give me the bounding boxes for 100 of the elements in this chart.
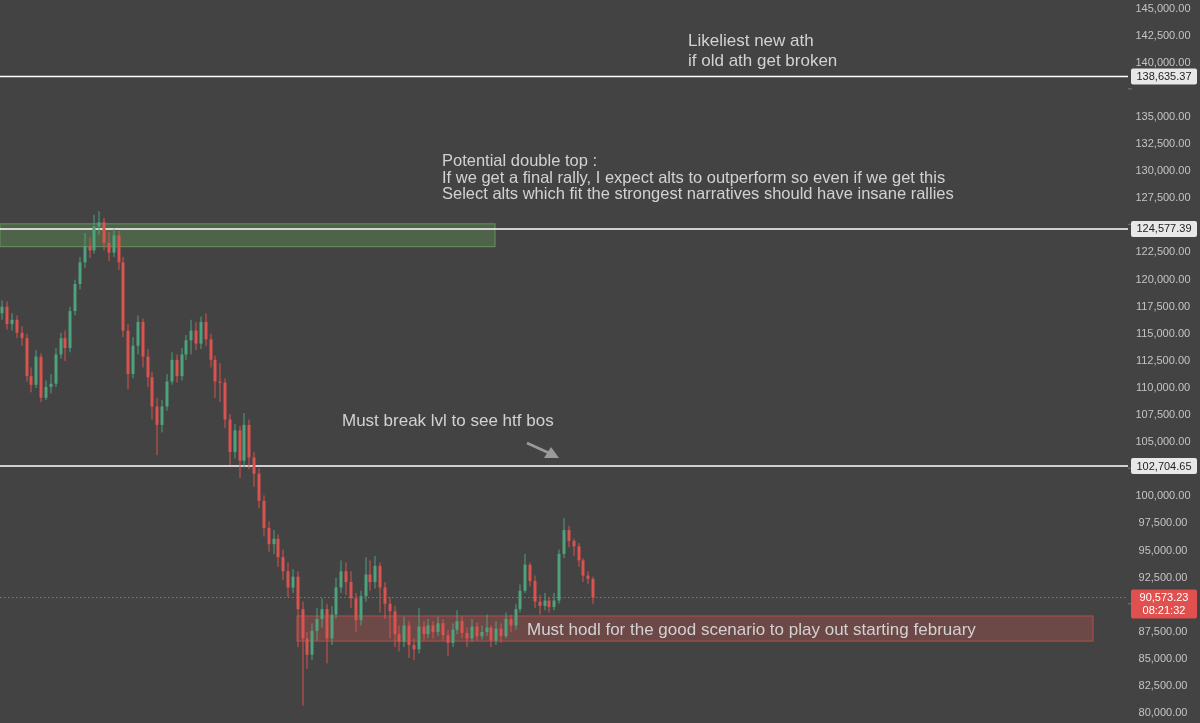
candlestick — [422, 620, 426, 642]
y-tick-label: 112,500.00 — [1135, 353, 1191, 366]
candlestick — [160, 399, 164, 433]
candlestick — [426, 618, 430, 639]
y-tick-label: 117,500.00 — [1135, 299, 1191, 312]
y-tick-label: 85,000.00 — [1138, 651, 1188, 664]
candlestick — [252, 451, 256, 488]
y-tick-label: 105,000.00 — [1135, 435, 1191, 448]
y-tick-label: 97,500.00 — [1138, 516, 1188, 529]
candlestick — [572, 538, 576, 557]
candlestick — [49, 373, 53, 394]
candlestick — [92, 214, 96, 255]
candlestick — [460, 616, 464, 639]
candlestick — [204, 312, 208, 347]
band-label: Must hodl for the good scenario to play out starting february — [527, 619, 977, 639]
candlestick — [417, 607, 421, 655]
candlestick — [15, 314, 19, 339]
candlestick — [5, 300, 9, 331]
candlestick — [504, 611, 508, 639]
candlestick — [441, 618, 445, 642]
candlestick — [359, 590, 363, 626]
candlestick — [112, 228, 116, 258]
candlestick — [10, 312, 14, 332]
ref-line-label: 124,577.39 — [1136, 222, 1192, 235]
y-tick-label: 122,500.00 — [1135, 245, 1191, 258]
candlestick — [402, 616, 406, 648]
candlestick — [78, 256, 82, 290]
y-tick-label: 82,500.00 — [1138, 679, 1188, 692]
candlestick — [393, 605, 397, 648]
y-tick-label: 95,000.00 — [1138, 543, 1188, 556]
candlestick — [431, 620, 435, 639]
candlestick — [107, 231, 111, 262]
candlestick — [368, 559, 372, 592]
candlestick — [485, 614, 489, 637]
candlestick — [102, 217, 106, 251]
candlestick — [407, 620, 411, 659]
candlestick — [155, 397, 159, 456]
candlestick — [446, 629, 450, 657]
annotation: Must break lvl to see htf bos — [342, 411, 554, 430]
candlestick — [320, 597, 324, 629]
candlestick — [189, 319, 193, 355]
candlestick — [88, 236, 92, 259]
y-tick-label: 120,000.00 — [1135, 272, 1191, 285]
y-tick-label: 127,500.00 — [1135, 191, 1191, 204]
candlestick — [552, 592, 556, 611]
y-tick-label: 107,500.00 — [1135, 408, 1191, 421]
candlestick — [547, 596, 551, 613]
y-tick-label: 92,500.00 — [1138, 570, 1188, 583]
candlestick — [315, 607, 319, 642]
candlestick — [267, 520, 271, 553]
candlestick — [339, 559, 343, 594]
candlestick — [44, 379, 48, 401]
candlestick — [199, 316, 203, 350]
candlestick — [233, 423, 237, 460]
candlestick — [489, 624, 493, 648]
y-tick-label: 100,000.00 — [1135, 489, 1191, 502]
candlestick — [509, 614, 513, 633]
y-tick-label: 130,000.00 — [1135, 164, 1191, 177]
candlestick — [528, 562, 532, 587]
candlestick — [136, 314, 140, 355]
candlestick — [470, 618, 474, 643]
candlestick — [480, 624, 484, 641]
candlestick — [59, 332, 63, 360]
ref-line-label: 90,573.23 08:21:32 — [1139, 591, 1189, 617]
y-tick-label: 110,000.00 — [1135, 380, 1191, 393]
candlestick — [373, 555, 377, 590]
candlestick — [499, 622, 503, 644]
ref-line-label: 102,704.65 — [1136, 459, 1192, 472]
candlestick — [276, 533, 280, 568]
candlestick — [567, 525, 571, 548]
candlestick — [175, 353, 179, 384]
annotation: Likeliest new ath if old ath get broken — [688, 31, 838, 70]
candlestick — [0, 299, 4, 321]
y-tick-label: 142,500.00 — [1135, 28, 1191, 41]
candlestick — [281, 549, 285, 581]
candlestick — [494, 620, 498, 646]
candlestick — [310, 622, 314, 661]
candlestick — [344, 562, 348, 596]
candlestick — [412, 637, 416, 661]
candlestick — [364, 556, 368, 603]
candlestick — [170, 351, 174, 386]
y-tick-label: 80,000.00 — [1138, 706, 1188, 719]
y-tick-label: 145,000.00 — [1135, 1, 1191, 14]
annotation: Potential double top : If we get a final rally, I expect alts to outperform so even if we get this Select alts which fit the strongest narratives should have insane rallies — [442, 151, 954, 202]
y-tick-label: 115,000.00 — [1135, 326, 1191, 339]
candlestick — [218, 362, 222, 403]
y-tick-label: 135,000.00 — [1135, 109, 1191, 122]
candlestick — [272, 529, 276, 555]
y-tick-label: 140,000.00 — [1135, 55, 1191, 68]
candlestick — [562, 517, 566, 559]
candlestick — [543, 592, 547, 611]
candlestick — [97, 210, 101, 236]
candlestick — [20, 325, 24, 347]
candlestick — [436, 616, 440, 637]
y-tick-label: 132,500.00 — [1135, 137, 1191, 150]
candlestick — [83, 232, 87, 269]
candlestick — [586, 570, 590, 585]
y-tick-label: 87,500.00 — [1138, 624, 1188, 637]
candlestick — [63, 330, 67, 362]
candlestick — [194, 321, 198, 351]
